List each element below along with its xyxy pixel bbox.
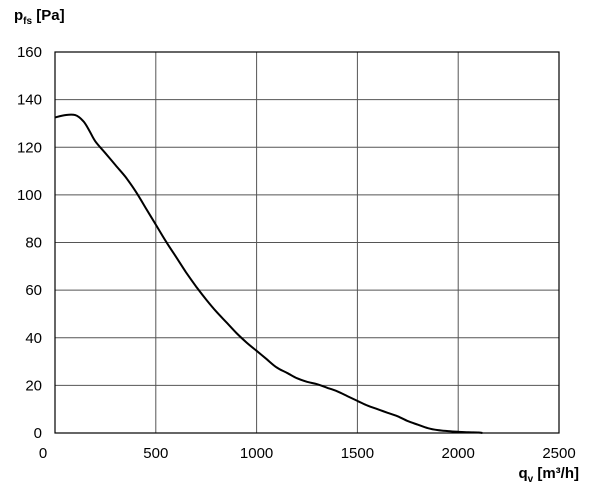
x-tick-label-5: 2500 [542,445,575,462]
y-tick-label-1: 20 [25,377,42,394]
x-tick-label-2: 1000 [240,445,273,462]
x-tick-label-3: 1500 [341,445,374,462]
x-axis-label: qv [m³/h] [518,465,579,485]
plot-frame [54,51,560,434]
pressure-flow-curve [54,113,483,434]
y-tick-label-7: 140 [17,92,42,109]
x-tick-label-0: 0 [39,445,47,462]
y-tick-label-4: 80 [25,235,42,252]
y-tick-label-5: 100 [17,187,42,204]
y-tick-label-3: 60 [25,282,42,299]
tick-labels: 0 500 1000 1500 2000 2500 0 20 40 60 80 100 120 140 16… [17,44,576,462]
grid [54,51,560,434]
y-tick-label-2: 40 [25,330,42,347]
y-axis-label: pfs [Pa] [14,7,65,27]
x-tick-label-4: 2000 [442,445,475,462]
y-tick-label-8: 160 [17,44,42,61]
y-tick-label-6: 120 [17,139,42,156]
x-tick-label-1: 500 [143,445,168,462]
y-tick-label-0: 0 [34,425,42,442]
